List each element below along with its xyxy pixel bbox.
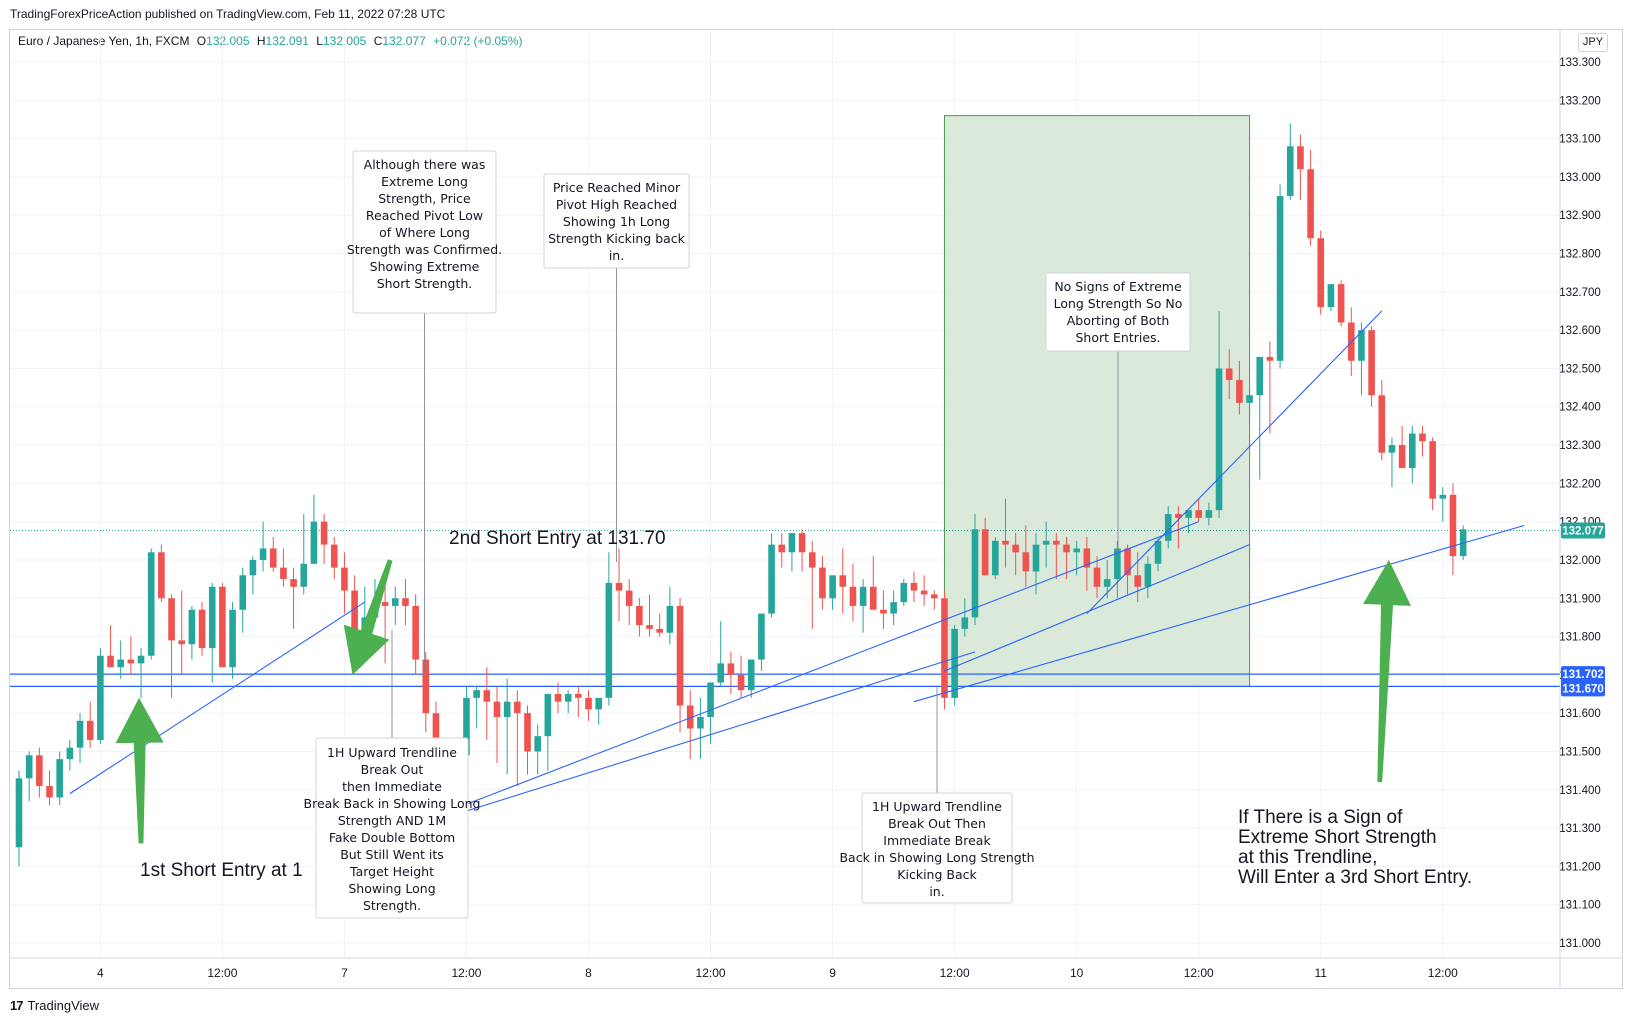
chart-frame (9, 29, 1623, 989)
currency-button[interactable]: JPY (1578, 33, 1608, 52)
ohlc-legend: Euro / Japanese Yen, 1h, FXCM O132.005 H… (18, 34, 523, 48)
close-value: 132.077 (382, 34, 426, 48)
open-label: O (196, 34, 207, 48)
low-value: 132.005 (322, 34, 367, 48)
publisher-line: TradingForexPriceAction published on Tra… (10, 7, 446, 21)
high-label: H (256, 34, 266, 48)
change-value: +0.072 (+0.05%) (433, 34, 523, 48)
symbol-name[interactable]: Euro / Japanese Yen, 1h, FXCM (18, 34, 190, 48)
low-label: L (316, 34, 323, 48)
tradingview-logo[interactable]: 17 (10, 998, 24, 1013)
open-value: 132.005 (206, 34, 250, 48)
close-label: C (373, 34, 383, 48)
footer: 17 TradingView (10, 998, 99, 1013)
tradingview-brand[interactable]: TradingView (27, 998, 100, 1013)
high-value: 132.091 (265, 34, 309, 48)
